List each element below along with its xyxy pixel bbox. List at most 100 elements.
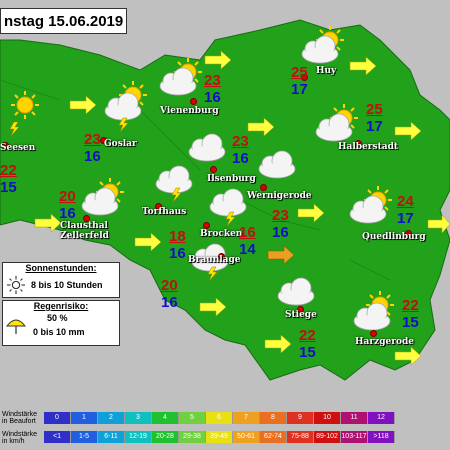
beaufort-label: Windstärke in Beaufort [2, 411, 38, 425]
beaufort-cell: 10 [314, 412, 341, 424]
terrain-lines [0, 79, 391, 281]
beaufort-cell: 12 [368, 412, 395, 424]
min-temperature: 16 [84, 148, 101, 165]
city-label: Seesen [0, 143, 36, 153]
wind-arrow-orange [267, 245, 295, 265]
kmh-cell: 29-38 [179, 431, 206, 443]
rain-amount: 0 bis 10 mm [33, 327, 85, 337]
beaufort-cell: 1 [71, 412, 98, 424]
kmh-cell: 89-102 [314, 431, 341, 443]
max-temperature: 22 [299, 327, 316, 344]
cloud-icon [349, 195, 387, 224]
city-marker [210, 166, 217, 173]
cloud-icon [301, 35, 339, 64]
min-temperature: 16 [59, 205, 76, 222]
beaufort-cell: 7 [233, 412, 260, 424]
kmh-cell: 62-74 [260, 431, 287, 443]
beaufort-cell: 9 [287, 412, 314, 424]
kmh-label: Windstärke in km/h [2, 431, 38, 445]
beaufort-cell: 11 [341, 412, 368, 424]
city-marker [301, 74, 308, 81]
thunder-icon [9, 121, 20, 137]
kmh-cell: <1 [44, 431, 71, 443]
max-temperature: 23 [204, 72, 221, 89]
kmh-cell: >118 [368, 431, 395, 443]
city-label: Brocken [200, 229, 243, 239]
min-temperature: 15 [402, 314, 419, 331]
rain-legend: Regenrisiko: 50 % 0 bis 10 mm [2, 300, 120, 346]
wind-arrows [34, 50, 450, 366]
city-label: Braunlage [188, 255, 241, 265]
city-label: Goslar [104, 139, 137, 149]
beaufort-cell: 5 [179, 412, 206, 424]
beaufort-cell: 2 [98, 412, 125, 424]
city-marker [203, 222, 210, 229]
min-temperature: 17 [366, 118, 383, 135]
city-label: Stiege [285, 310, 317, 320]
beaufort-cell: 6 [206, 412, 233, 424]
city-marker [190, 98, 197, 105]
city-marker [355, 140, 362, 147]
sun-icon [6, 275, 26, 295]
umbrella-icon [5, 319, 27, 334]
max-temperature: 25 [291, 64, 308, 81]
cloud-icon [353, 302, 391, 331]
kmh-cell: 6-11 [98, 431, 125, 443]
sun-icon [10, 90, 40, 120]
city-label: Halberstadt [338, 142, 399, 152]
city-marker [297, 306, 304, 313]
city-label: Wernigerode [247, 191, 312, 201]
map-title: nstag 15.06.2019 [0, 8, 127, 34]
city-marker [2, 142, 9, 149]
cloud-icon [315, 113, 353, 142]
max-temperature: 23 [232, 133, 249, 150]
cloud-icon [159, 67, 197, 96]
rain-percent: 50 % [47, 313, 68, 323]
min-temperature: 14 [239, 241, 256, 258]
city-marker [260, 184, 267, 191]
beaufort-cell: 4 [152, 412, 179, 424]
sunshine-value: 8 bis 10 Stunden [31, 280, 103, 290]
min-temperature: 16 [204, 89, 221, 106]
cloud-icon [81, 187, 119, 216]
max-temperature: 18 [169, 228, 186, 245]
max-temperature: 25 [366, 101, 383, 118]
beaufort-cell: 8 [260, 412, 287, 424]
min-temperature: 17 [397, 210, 414, 227]
max-temperature: 23 [84, 131, 101, 148]
city-marker [405, 230, 412, 237]
kmh-cell: 39-49 [206, 431, 233, 443]
sunshine-legend: Sonnenstunden: 8 bis 10 Stunden [2, 262, 120, 298]
min-temperature: 16 [169, 245, 186, 262]
min-temperature: 16 [272, 224, 289, 241]
kmh-cell: 50-61 [233, 431, 260, 443]
city-label: Clausthal Zellerfeld [60, 221, 109, 241]
min-temperature: 15 [0, 179, 17, 196]
min-temperature: 17 [291, 81, 308, 98]
kmh-cell: 103-117 [341, 431, 368, 443]
max-temperature: 16 [239, 224, 256, 241]
city-marker [83, 215, 90, 222]
wind-scale: Windstärke in Beaufort Windstärke in km/… [0, 410, 450, 450]
city-label: Ilsenburg [207, 174, 256, 184]
cloud-icon [155, 165, 193, 194]
city-label: Harzgerode [355, 337, 414, 347]
city-label: Quedlinburg [362, 232, 426, 242]
city-marker [218, 253, 225, 260]
min-temperature: 16 [232, 150, 249, 167]
rain-title: Regenrisiko: [33, 301, 89, 311]
wind-arrow [34, 50, 450, 366]
kmh-cell: 75-88 [287, 431, 314, 443]
max-temperature: 23 [272, 207, 289, 224]
city-marker [100, 137, 107, 144]
max-temperature: 20 [161, 277, 178, 294]
min-temperature: 15 [299, 344, 316, 361]
city-label: Torfhaus [142, 207, 187, 217]
min-temperature: 16 [161, 294, 178, 311]
beaufort-cell: 3 [125, 412, 152, 424]
cloud-icon [277, 277, 315, 306]
max-temperature: 22 [0, 162, 17, 179]
kmh-cell: 1-5 [71, 431, 98, 443]
kmh-cell: 20-28 [152, 431, 179, 443]
